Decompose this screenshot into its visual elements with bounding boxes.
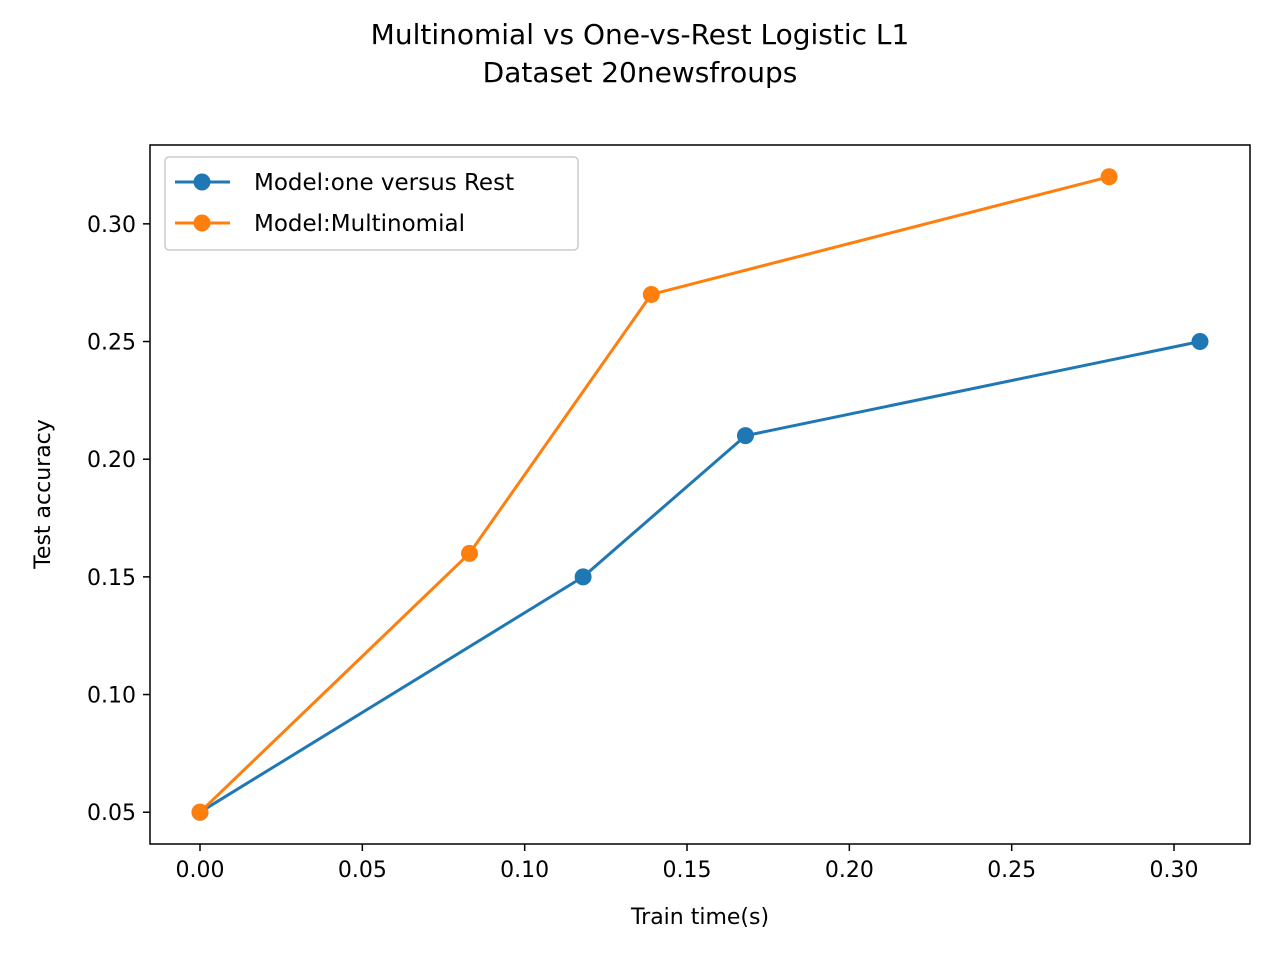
y-axis: 0.05 0.10 0.15 0.20 0.25 0.30 (87, 213, 150, 826)
legend-label: Model:Multinomial (254, 211, 465, 237)
y-tick-label: 0.20 (87, 448, 136, 473)
data-point (736, 427, 754, 445)
y-axis-label: Test accuracy (31, 419, 56, 570)
data-point (1191, 333, 1209, 351)
y-tick-label: 0.10 (87, 684, 136, 709)
x-tick-label: 0.05 (338, 858, 387, 883)
data-point (1100, 168, 1118, 186)
data-point (460, 544, 478, 562)
x-tick-label: 0.10 (500, 858, 549, 883)
legend: Model:one versus Rest Model:Multinomial (164, 156, 579, 251)
x-axis: 0.00 0.05 0.10 0.15 0.20 0.25 0.30 (176, 844, 1199, 883)
plot-frame (149, 144, 1251, 845)
legend-box (164, 156, 579, 251)
legend-marker (193, 173, 211, 191)
y-tick-label: 0.05 (87, 801, 136, 826)
legend-marker (193, 214, 211, 232)
y-tick-label: 0.25 (87, 331, 136, 356)
chart-subtitle: Dataset 20newsfroups (483, 56, 798, 89)
data-point (642, 285, 660, 303)
y-tick-label: 0.30 (87, 213, 136, 238)
chart-title: Multinomial vs One-vs-Rest Logistic L1 (371, 18, 910, 51)
legend-label: Model:one versus Rest (254, 170, 514, 196)
x-axis-label: Train time(s) (630, 905, 769, 930)
x-tick-label: 0.20 (825, 858, 874, 883)
x-tick-label: 0.15 (663, 858, 712, 883)
series-line-2 (198, 175, 1110, 814)
data-point (574, 568, 592, 586)
x-tick-label: 0.25 (987, 858, 1036, 883)
x-tick-label: 0.00 (176, 858, 225, 883)
x-tick-label: 0.30 (1150, 858, 1199, 883)
plot-area (149, 144, 1251, 845)
series-line-1 (199, 340, 1201, 814)
y-tick-label: 0.15 (87, 566, 136, 591)
data-point (191, 803, 209, 821)
series-layer (191, 168, 1209, 821)
